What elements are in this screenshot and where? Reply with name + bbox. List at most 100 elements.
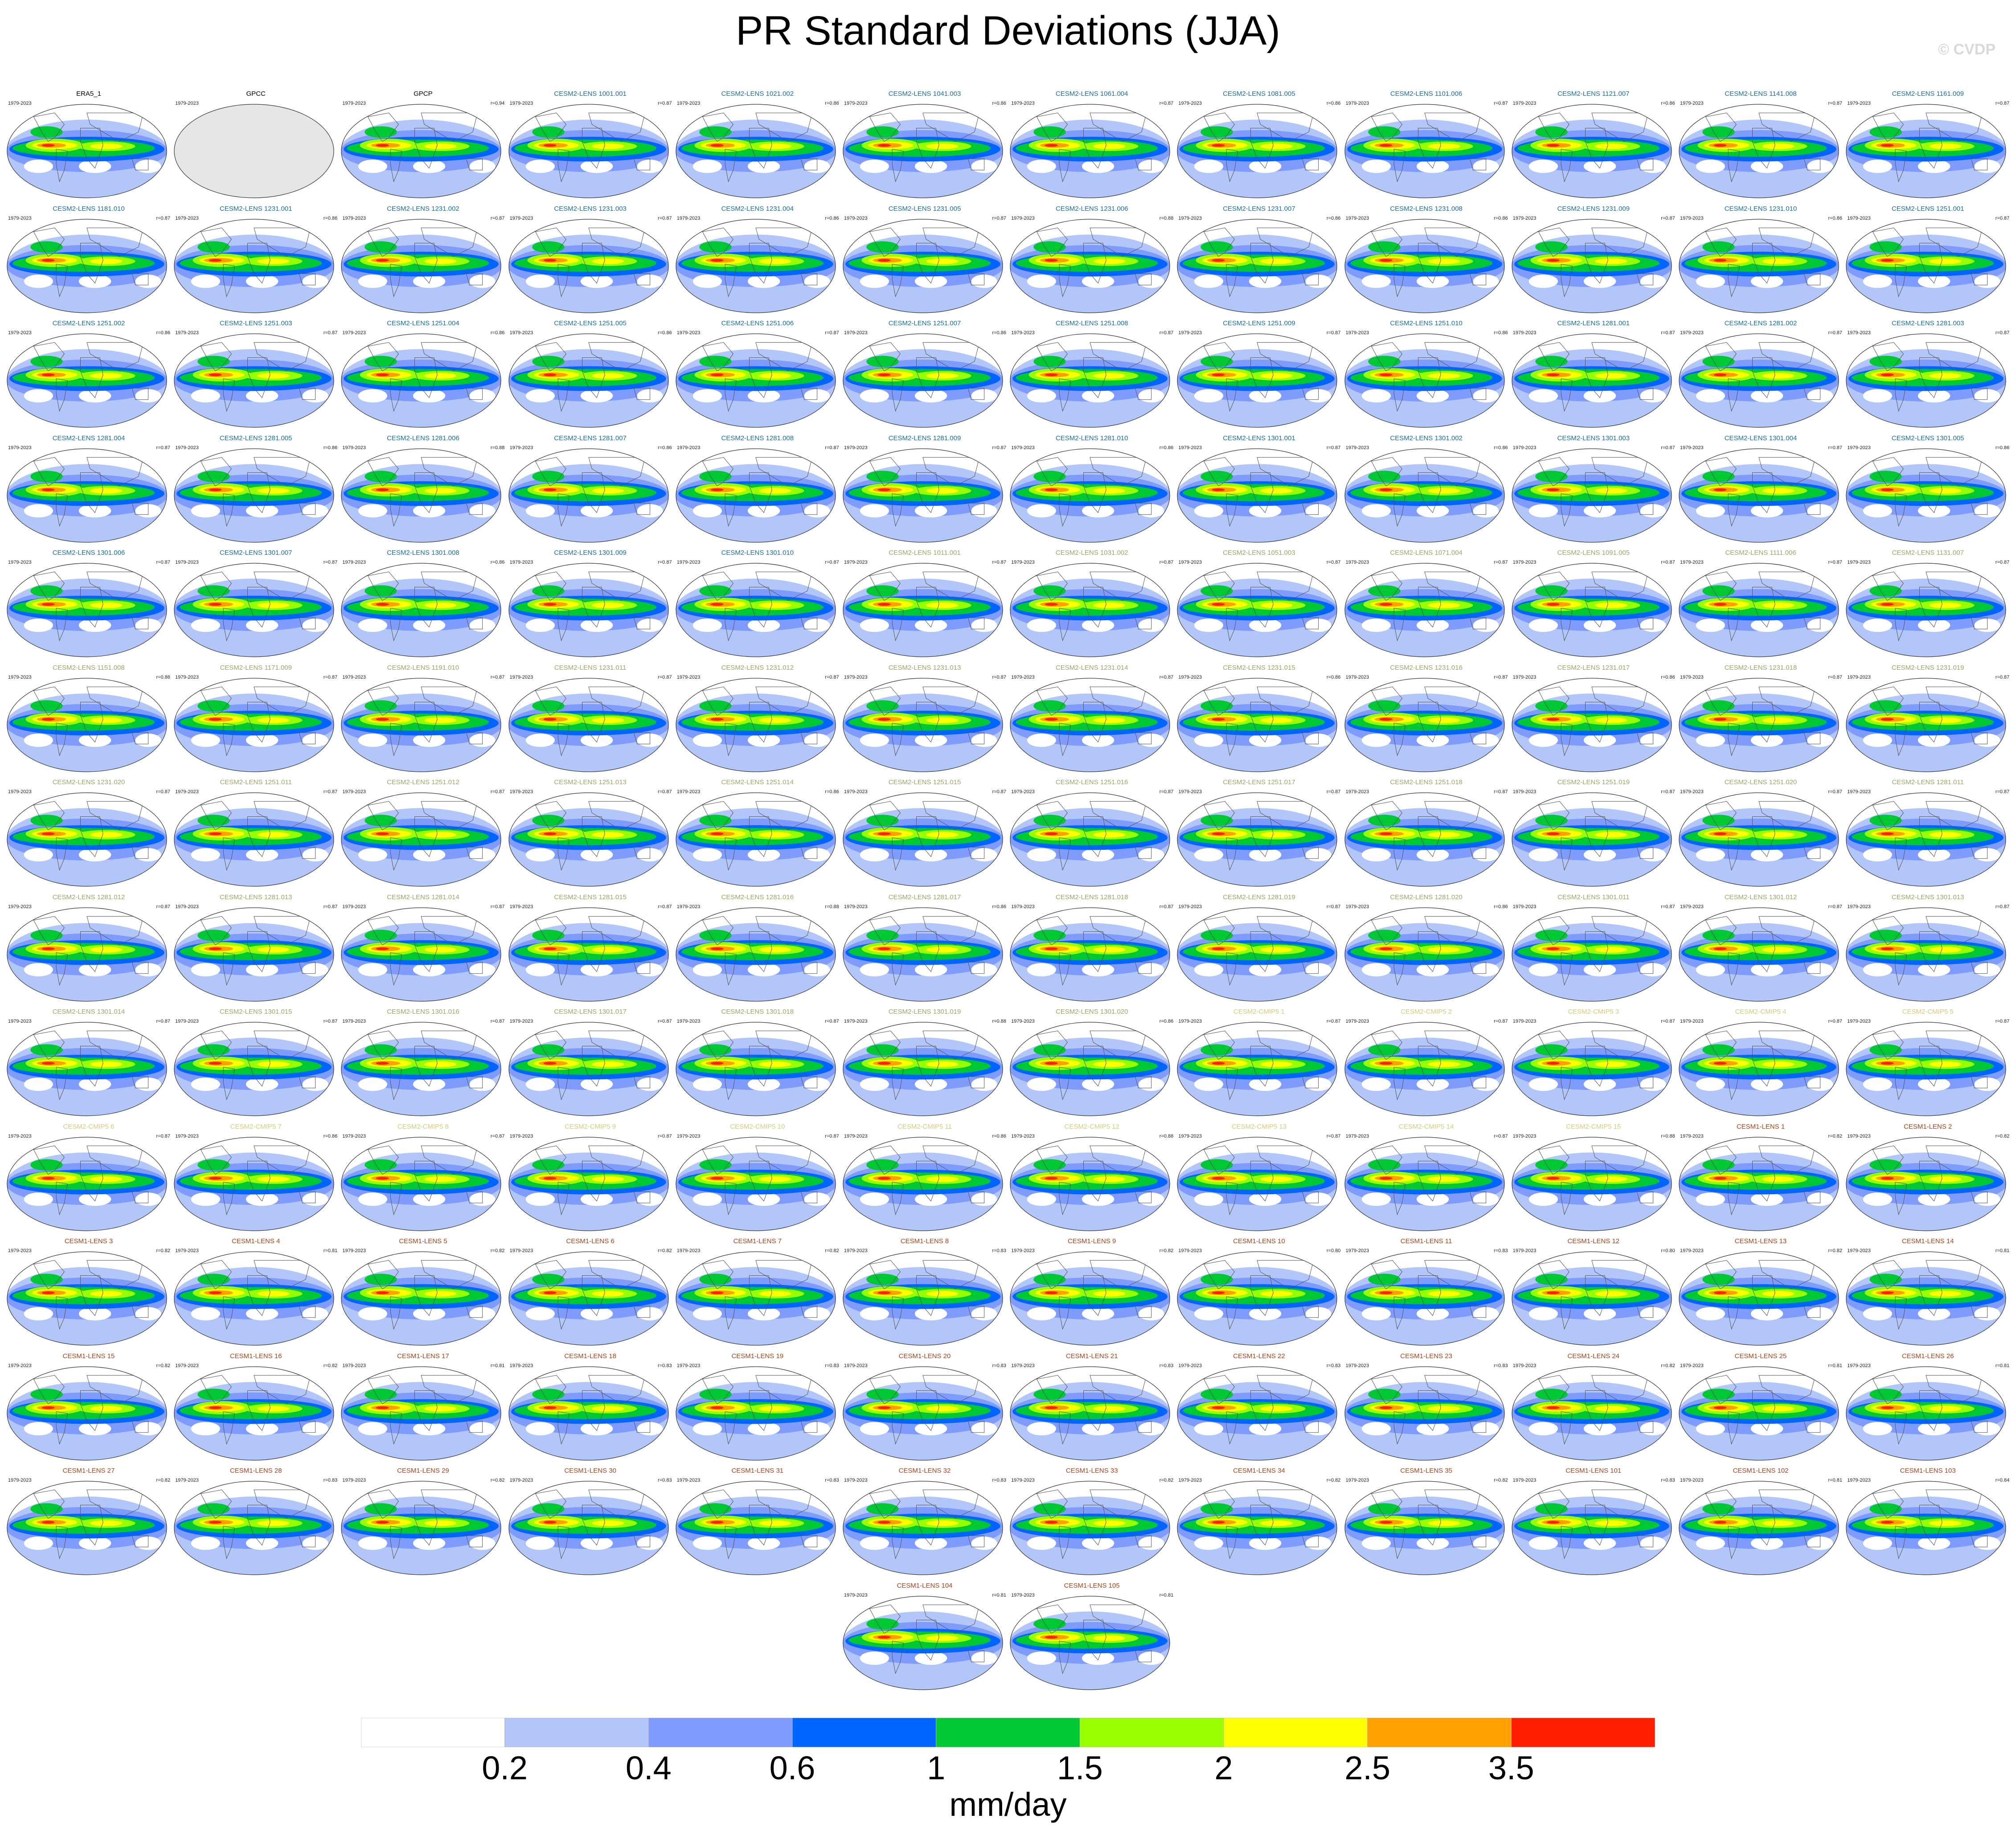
panel-title: CESM2-LENS 1171.009 [220, 664, 292, 672]
panel-years: 1979-2023 [8, 215, 32, 221]
map-panel: CESM2-LENS 1021.002 1979-2023 r=0.86 [675, 86, 840, 201]
panel-pattern-correlation: r=0.87 [992, 445, 1007, 451]
panel-title: CESM2-LENS 1251.012 [387, 778, 459, 786]
world-map [843, 907, 1003, 1002]
panel-pattern-correlation: r=0.83 [1326, 1363, 1341, 1368]
world-map [1177, 448, 1337, 543]
map-panel: CESM2-LENS 1281.016 1979-2023 r=0.88 [675, 889, 840, 1004]
panel-pattern-correlation: r=0.82 [825, 1248, 839, 1253]
panel-pattern-correlation: r=0.86 [1494, 445, 1508, 451]
panel-years: 1979-2023 [1847, 674, 1871, 680]
map-panel: CESM2-LENS 1301.017 1979-2023 r=0.87 [508, 1003, 673, 1118]
panel-pattern-correlation: r=0.87 [658, 1019, 672, 1024]
map-panel: CESM1-LENS 7 1979-2023 r=0.82 [675, 1233, 840, 1348]
world-map [174, 1136, 334, 1231]
panel-pattern-correlation: r=0.86 [323, 1133, 338, 1139]
panel-years: 1979-2023 [1345, 445, 1369, 451]
map-panel: CESM2-LENS 1231.012 1979-2023 r=0.87 [675, 659, 840, 774]
panel-pattern-correlation: r=0.86 [1661, 674, 1675, 680]
world-map [1344, 1366, 1505, 1461]
map-panel: CESM2-LENS 1301.002 1979-2023 r=0.86 [1344, 430, 1509, 545]
panel-title: CESM2-LENS 1231.018 [1724, 664, 1797, 672]
world-map [1512, 218, 1672, 313]
world-map [174, 104, 334, 198]
panel-years: 1979-2023 [1178, 330, 1202, 336]
panel-title: CESM2-LENS 1301.015 [219, 1008, 292, 1016]
panel-years: 1979-2023 [1512, 1133, 1537, 1139]
panel-years: 1979-2023 [1178, 215, 1202, 221]
panel-pattern-correlation: r=0.80 [1326, 1248, 1341, 1253]
panel-years: 1979-2023 [1345, 904, 1369, 909]
panel-pattern-correlation: r=0.87 [156, 1133, 171, 1139]
colorbar-segment [361, 1718, 505, 1747]
panel-years: 1979-2023 [844, 330, 868, 336]
world-map [7, 1136, 167, 1231]
panel-title: CESM2-LENS 1231.007 [1223, 205, 1295, 213]
world-map [1177, 1022, 1337, 1116]
map-panel: CESM1-LENS 22 1979-2023 r=0.83 [1176, 1348, 1341, 1463]
panel-pattern-correlation: r=0.87 [1494, 1133, 1508, 1139]
map-panel: CESM2-LENS 1301.019 1979-2023 r=0.88 [842, 1003, 1007, 1118]
panel-pattern-correlation: r=0.87 [658, 215, 672, 221]
world-map [7, 104, 167, 198]
panel-years: 1979-2023 [1680, 445, 1704, 451]
world-map [508, 448, 669, 543]
panel-pattern-correlation: r=0.87 [1661, 215, 1675, 221]
panel-years: 1979-2023 [8, 330, 32, 336]
panel-title: GPCC [246, 90, 266, 98]
panel-pattern-correlation: r=0.87 [1828, 101, 1843, 106]
world-map [1010, 677, 1170, 772]
world-map [7, 1022, 167, 1116]
panel-years: 1979-2023 [175, 1363, 199, 1368]
world-map [174, 907, 334, 1002]
map-panel: CESM2-LENS 1231.004 1979-2023 r=0.86 [675, 201, 840, 315]
world-map [1512, 333, 1672, 428]
colorbar-segment [792, 1718, 937, 1747]
panel-pattern-correlation: r=0.86 [156, 674, 171, 680]
panel-years: 1979-2023 [844, 1363, 868, 1368]
panel-pattern-correlation: r=0.87 [1995, 1019, 2010, 1024]
panel-title: CESM2-LENS 1301.012 [1724, 893, 1797, 901]
panel-pattern-correlation: r=0.83 [825, 1478, 839, 1483]
panel-pattern-correlation: r=0.83 [825, 1363, 839, 1368]
panel-years: 1979-2023 [8, 1478, 32, 1483]
map-panel: CESM2-LENS 1141.008 1979-2023 r=0.87 [1678, 86, 1843, 201]
panel-pattern-correlation: r=0.87 [323, 789, 338, 795]
world-map [1846, 792, 2006, 887]
panel-title: CESM2-LENS 1231.010 [1724, 205, 1797, 213]
world-map [174, 333, 334, 428]
panel-title: CESM2-LENS 1301.014 [52, 1008, 125, 1016]
world-map [1010, 1481, 1170, 1575]
panel-years: 1979-2023 [509, 560, 533, 565]
panel-title: CESM2-CMIP5 11 [897, 1122, 952, 1130]
panel-pattern-correlation: r=0.87 [1661, 330, 1675, 336]
panel-years: 1979-2023 [1178, 1478, 1202, 1483]
panel-title: CESM2-LENS 1001.001 [554, 90, 627, 98]
panel-title: CESM2-LENS 1301.018 [721, 1008, 794, 1016]
map-panel: CESM2-LENS 1171.009 1979-2023 r=0.87 [173, 659, 338, 774]
world-map [1846, 1481, 2006, 1575]
map-panel: CESM1-LENS 1 1979-2023 r=0.82 [1678, 1118, 1843, 1233]
panel-pattern-correlation: r=0.83 [992, 1248, 1007, 1253]
panel-title: CESM2-LENS 1251.020 [1724, 778, 1797, 786]
map-panel: CESM2-LENS 1251.014 1979-2023 r=0.86 [675, 774, 840, 889]
map-panel: CESM2-LENS 1101.006 1979-2023 r=0.87 [1344, 86, 1509, 201]
world-map [1177, 677, 1337, 772]
world-map [1512, 1366, 1672, 1461]
panel-years: 1979-2023 [509, 1363, 533, 1368]
map-panel: CESM1-LENS 103 1979-2023 r=0.84 [1845, 1462, 2010, 1577]
map-panel: CESM2-LENS 1231.018 1979-2023 r=0.87 [1678, 659, 1843, 774]
map-panel: CESM2-LENS 1281.006 1979-2023 r=0.88 [340, 430, 505, 545]
panel-years: 1979-2023 [1011, 674, 1035, 680]
world-map [341, 907, 501, 1002]
colorbar-segment [1223, 1718, 1368, 1747]
map-panel: CESM1-LENS 18 1979-2023 r=0.83 [508, 1348, 673, 1463]
map-panel: CESM1-LENS 33 1979-2023 r=0.82 [1009, 1462, 1174, 1577]
world-map [1512, 1022, 1672, 1116]
panel-pattern-correlation: r=0.86 [825, 101, 839, 106]
world-map [843, 104, 1003, 198]
panel-years: 1979-2023 [175, 1019, 199, 1024]
panel-years: 1979-2023 [1345, 1019, 1369, 1024]
panel-title: CESM2-LENS 1301.003 [1557, 434, 1630, 442]
map-panel: CESM2-LENS 1251.016 1979-2023 r=0.87 [1009, 774, 1174, 889]
